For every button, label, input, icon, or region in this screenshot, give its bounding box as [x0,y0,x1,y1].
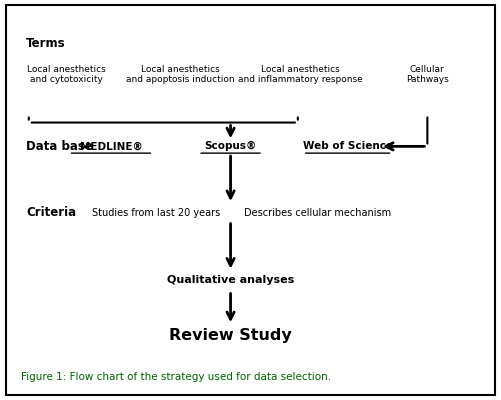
Text: Studies from last 20 years: Studies from last 20 years [92,208,220,218]
Text: Data base: Data base [26,140,93,153]
Text: Criteria: Criteria [26,206,77,219]
Text: Terms: Terms [26,37,66,50]
Text: Local anesthetics
and inflammatory response: Local anesthetics and inflammatory respo… [238,65,363,84]
Text: Scopus®: Scopus® [204,141,257,152]
Text: Cellular
Pathways: Cellular Pathways [406,65,449,84]
Text: Describes cellular mechanism: Describes cellular mechanism [244,208,391,218]
Text: Web of Science: Web of Science [303,141,393,151]
Text: Review Study: Review Study [169,328,292,342]
Text: MEDLINE®: MEDLINE® [80,141,142,151]
Text: Qualitative analyses: Qualitative analyses [167,275,294,285]
Text: Local anesthetics
and apoptosis induction: Local anesthetics and apoptosis inductio… [126,65,235,84]
Text: Local anesthetics
and cytotoxicity: Local anesthetics and cytotoxicity [27,65,106,84]
Text: Figure 1: Flow chart of the strategy used for data selection.: Figure 1: Flow chart of the strategy use… [22,372,332,382]
